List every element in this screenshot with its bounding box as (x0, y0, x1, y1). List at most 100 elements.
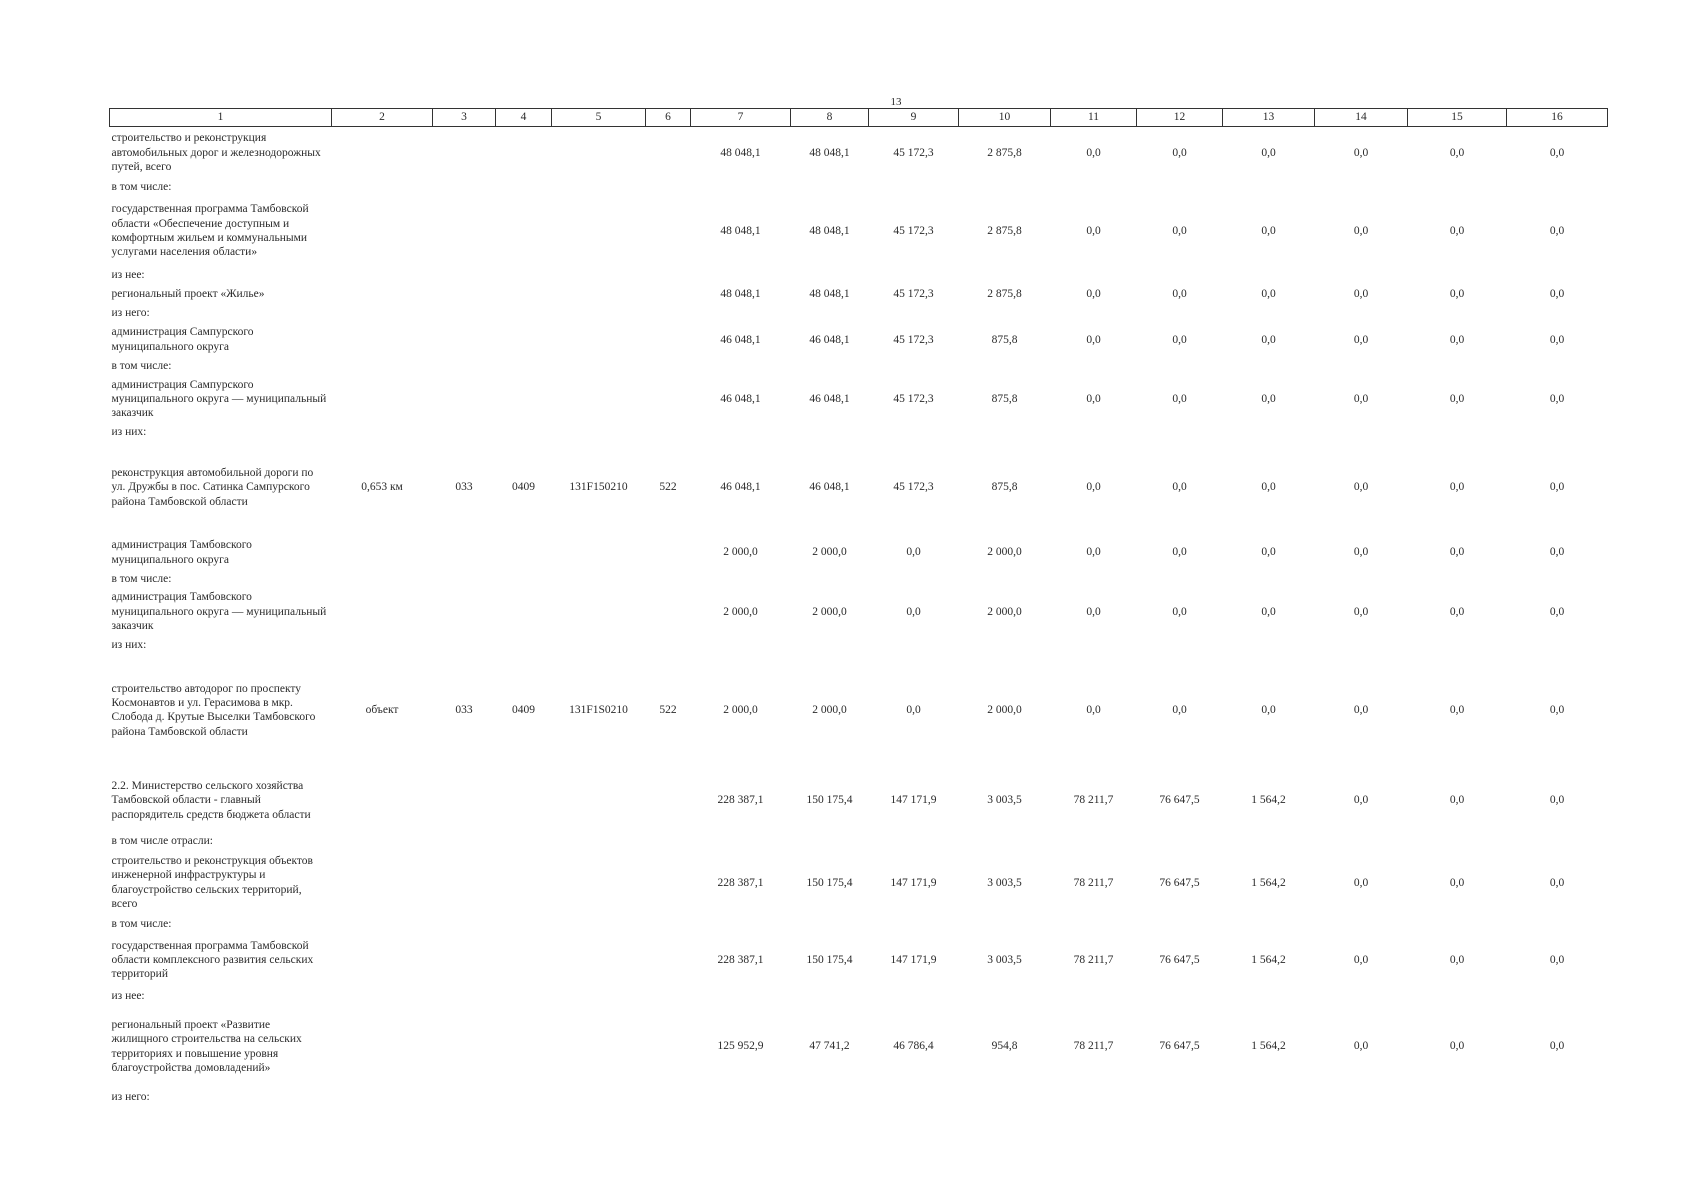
row-value-col-11: 0,0 (1086, 146, 1101, 159)
row-code-c6 (646, 767, 691, 833)
empty-cell (691, 571, 791, 587)
empty-cell (959, 305, 1051, 321)
empty-cell (1137, 179, 1223, 195)
empty-cell (1137, 1089, 1223, 1105)
row-value-col-11: 0,0 (1086, 392, 1101, 405)
row-value-col-12: 0,0 (1172, 392, 1187, 405)
row-code-c2 (332, 195, 433, 267)
row-value-col-16: 0,0 (1549, 953, 1565, 966)
empty-cell (646, 916, 691, 932)
subheading-row: в том числе: (110, 179, 1608, 195)
row-value-col-13: 0,0 (1261, 605, 1276, 618)
row-value-col-9: 45 172,3 (893, 392, 934, 405)
subheading-row: из нее: (110, 267, 1608, 283)
row-code-c5 (552, 587, 646, 637)
empty-cell (552, 424, 646, 440)
empty-cell (1223, 637, 1315, 653)
row-code-c2 (332, 322, 433, 358)
subheading-row: из нее: (110, 988, 1608, 1004)
empty-cell (332, 988, 433, 1004)
row-value-col-15: 0,0 (1449, 224, 1465, 237)
row-label: администрация Тамбовского муниципального… (111, 539, 252, 566)
empty-cell (869, 424, 959, 440)
subheading-label: в том числе: (111, 572, 172, 585)
empty-cell (496, 988, 552, 1004)
row-value-col-13: 1 564,2 (1251, 1040, 1286, 1053)
row-value-col-16: 0,0 (1549, 288, 1565, 301)
table-row: строительство и реконструкция объектов и… (110, 850, 1608, 916)
row-value-col-11: 0,0 (1086, 546, 1101, 559)
row-code-c4 (496, 850, 552, 916)
empty-cell (496, 267, 552, 283)
row-code-c4 (496, 322, 552, 358)
row-value-col-7: 228 387,1 (717, 953, 764, 966)
empty-cell (552, 571, 646, 587)
empty-cell (1223, 988, 1315, 1004)
empty-cell (1137, 833, 1223, 849)
row-value-col-15: 0,0 (1449, 953, 1465, 966)
column-header-15: 15 (1407, 108, 1507, 127)
empty-cell (552, 267, 646, 283)
row-value-col-15: 0,0 (1449, 605, 1465, 618)
row-value-col-16: 0,0 (1549, 146, 1565, 159)
empty-cell (1223, 358, 1315, 374)
empty-cell (332, 916, 433, 932)
empty-cell (332, 833, 433, 849)
empty-cell (433, 916, 496, 932)
subheading-label: из них: (111, 426, 147, 439)
empty-cell (1507, 179, 1608, 195)
empty-cell (332, 267, 433, 283)
column-header-14: 14 (1314, 108, 1408, 127)
row-code-c3 (433, 283, 496, 305)
row-value-col-12: 0,0 (1172, 333, 1187, 346)
row-value-col-7: 46 048,1 (720, 392, 761, 405)
row-label: строительство автодорог по проспекту Кос… (111, 682, 316, 738)
row-value-col-7: 228 387,1 (717, 876, 764, 889)
empty-cell (1137, 571, 1223, 587)
row-code-c3 (433, 767, 496, 833)
empty-cell (959, 179, 1051, 195)
empty-cell (1223, 833, 1315, 849)
empty-cell (1051, 571, 1137, 587)
row-label: строительство и реконструкция объектов и… (111, 854, 313, 911)
row-value-col-8: 48 048,1 (809, 288, 850, 301)
empty-cell (1408, 1089, 1507, 1105)
row-value-col-13: 0,0 (1261, 146, 1276, 159)
empty-cell (552, 833, 646, 849)
row-value-col-11: 0,0 (1086, 288, 1101, 301)
column-header-3: 3 (432, 108, 496, 127)
row-code-c5 (552, 535, 646, 571)
table-row: региональный проект «Развитие жилищного … (110, 1005, 1608, 1089)
empty-cell (1507, 571, 1608, 587)
row-code-c2 (332, 127, 433, 179)
row-value-col-12: 0,0 (1172, 288, 1187, 301)
empty-cell (646, 305, 691, 321)
row-value-col-9: 45 172,3 (893, 224, 934, 237)
row-code-c2 (332, 767, 433, 833)
row-value-col-11: 0,0 (1086, 333, 1101, 346)
empty-cell (869, 267, 959, 283)
empty-cell (332, 637, 433, 653)
table-row: администрация Сампурского муниципального… (110, 374, 1608, 424)
empty-cell (1507, 424, 1608, 440)
empty-cell (959, 571, 1051, 587)
row-value-col-16: 0,0 (1549, 1040, 1565, 1053)
empty-cell (869, 833, 959, 849)
row-value-col-11: 0,0 (1086, 224, 1101, 237)
row-code-c5 (552, 1005, 646, 1089)
subheading-label: в том числе: (111, 180, 172, 193)
row-code-c6 (646, 1005, 691, 1089)
empty-cell (433, 1089, 496, 1105)
row-value-col-12: 76 647,5 (1159, 953, 1200, 966)
empty-cell (1051, 988, 1137, 1004)
subheading-label: в том числе: (111, 917, 172, 930)
row-value-col-9: 45 172,3 (893, 333, 934, 346)
row-value-col-15: 0,0 (1449, 333, 1465, 346)
row-value-col-15: 0,0 (1449, 1040, 1465, 1053)
row-label: администрация Сампурского муниципального… (111, 378, 327, 420)
row-value-col-7: 46 048,1 (720, 333, 761, 346)
empty-cell (1137, 305, 1223, 321)
empty-cell (691, 179, 791, 195)
table-row: государственная программа Тамбовской обл… (110, 932, 1608, 988)
empty-cell (1408, 916, 1507, 932)
